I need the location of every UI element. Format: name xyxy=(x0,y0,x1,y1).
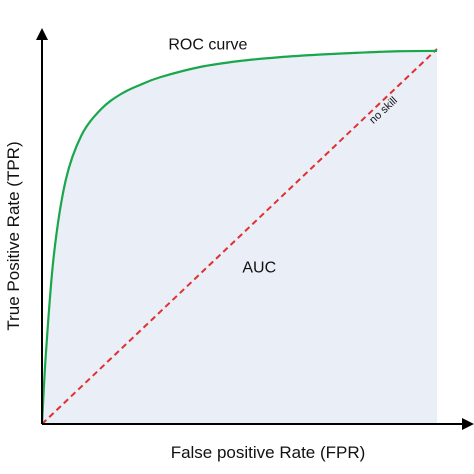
roc-curve-label: ROC curve xyxy=(168,37,247,54)
no-skill-diagonal xyxy=(41,48,438,425)
roc-curve-line xyxy=(40,49,438,425)
auc-label: AUC xyxy=(242,260,276,277)
plot-area xyxy=(40,48,438,425)
y-axis-title: True Positive Rate (TPR) xyxy=(4,141,23,330)
x-axis-title: False positive Rate (FPR) xyxy=(171,443,366,462)
